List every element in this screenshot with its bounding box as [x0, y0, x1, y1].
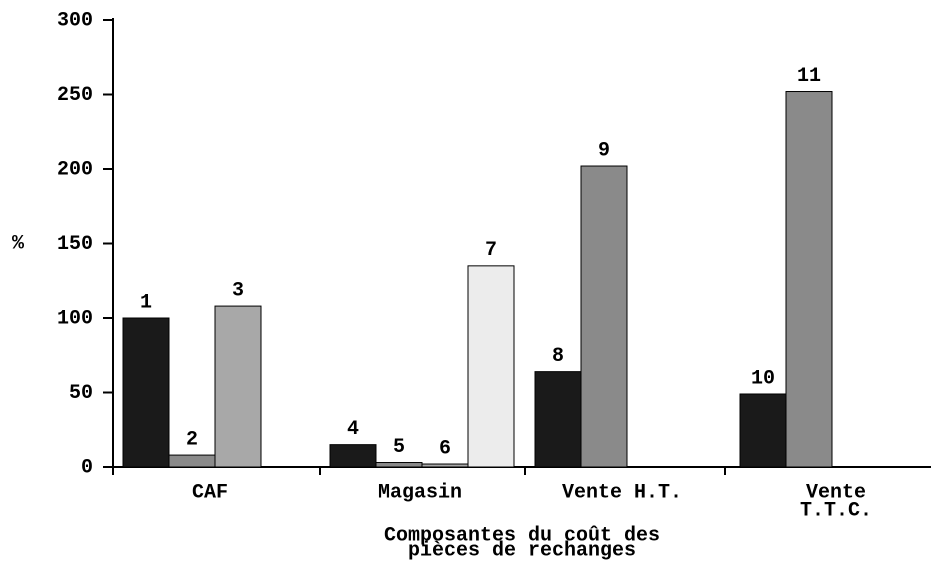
y-tick-label: 0: [81, 456, 93, 479]
bar: [329, 444, 377, 468]
bar: [739, 393, 787, 468]
y-tick-label: 150: [57, 233, 93, 256]
bar: [421, 463, 469, 468]
bar: [375, 462, 423, 468]
x-axis-label: pièces de rechanges: [408, 539, 636, 562]
x-tick-label: Vente: [806, 481, 866, 504]
y-tick-label: 250: [57, 84, 93, 107]
y-tick-label: 100: [57, 307, 93, 330]
bar-label: 1: [140, 291, 152, 314]
bar: [467, 265, 515, 468]
x-tick-label: Magasin: [378, 481, 462, 504]
bar-label: 9: [598, 139, 610, 162]
x-axis-label: Composantes du coût des: [384, 524, 660, 547]
bar-label: 6: [439, 437, 451, 460]
x-tick-label: CAF: [192, 481, 228, 504]
bar-label: 8: [552, 345, 564, 368]
bar-label: 10: [751, 367, 775, 390]
bar: [214, 305, 262, 468]
bar-label: 3: [232, 279, 244, 302]
y-tick-label: 50: [69, 382, 93, 405]
bar-label: 4: [347, 418, 359, 441]
bar: [168, 454, 216, 468]
y-tick-label: 300: [57, 9, 93, 32]
y-axis-label: %: [12, 232, 25, 255]
x-tick-label: Vente H.T.: [562, 481, 682, 504]
bar-label: 7: [485, 239, 497, 262]
bar-label: 2: [186, 428, 198, 451]
bar: [785, 91, 833, 468]
x-tick-label: T.T.C.: [800, 499, 872, 522]
bar-label: 5: [393, 436, 405, 459]
bar: [580, 165, 628, 468]
bar-label: 11: [797, 65, 821, 88]
bar: [534, 371, 582, 468]
bar: [122, 317, 170, 468]
y-tick-label: 200: [57, 158, 93, 181]
